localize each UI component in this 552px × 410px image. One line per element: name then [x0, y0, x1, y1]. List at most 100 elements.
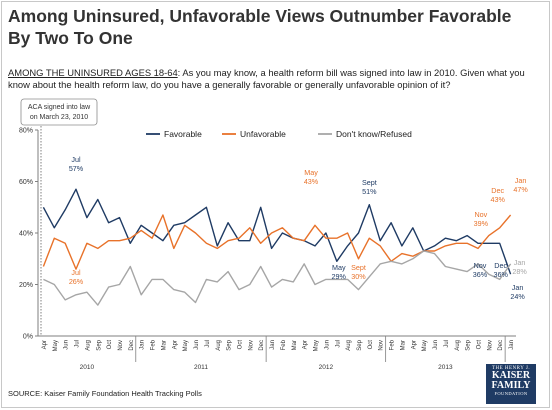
annotation-month: Jul — [71, 155, 81, 164]
x-tick-label: Nov — [248, 340, 254, 351]
x-tick-label: Sep — [466, 339, 472, 350]
legend-label: Unfavorable — [240, 129, 286, 139]
x-tick-label: May — [422, 340, 428, 351]
logo-line-2b: FAMILY — [491, 380, 531, 391]
x-tick-label: Oct — [476, 340, 482, 350]
x-tick-label: Dec — [498, 340, 504, 351]
annotation-month: Jul — [71, 268, 81, 277]
x-tick-label: May — [53, 340, 59, 351]
annotation-month: Nov — [474, 210, 487, 219]
x-tick-label: Dec — [259, 340, 265, 351]
aca-callout-line-2: on March 23, 2010 — [30, 114, 88, 121]
series-line-unfavorable — [42, 214, 512, 270]
annotation-value: 57% — [69, 164, 84, 173]
x-tick-label: Aug — [346, 340, 352, 351]
annotation-value: 39% — [474, 219, 489, 228]
chart-title: Among Uninsured, Unfavorable Views Outnu… — [8, 6, 512, 48]
y-tick-label: 20% — [19, 282, 33, 289]
annotation-month: Dec — [494, 261, 507, 270]
x-tick-label: Jul — [335, 340, 341, 348]
x-tick-label: Jan — [509, 340, 515, 350]
x-tick-label: May — [314, 340, 320, 351]
x-tick-label: Apr — [42, 340, 48, 349]
series-line-don-t-know-refused — [43, 250, 512, 306]
annotation-value: 47% — [513, 185, 528, 194]
annotation-value: 36% — [494, 270, 509, 279]
x-tick-label: Sep — [96, 339, 102, 350]
annotation-month: Sept — [351, 263, 366, 272]
x-tick-label: Dec — [129, 340, 135, 351]
subtitle-question: : As you may know, a health reform bill … — [8, 67, 525, 90]
x-tick-label: Oct — [237, 340, 243, 350]
logo-line-3: FOUNDATION — [494, 391, 528, 396]
logo-line-2a: KAISER — [491, 370, 531, 381]
y-tick-label: 0% — [23, 334, 33, 341]
x-tick-label: Aug — [216, 340, 222, 351]
source-note: SOURCE: Kaiser Family Foundation Health … — [8, 389, 202, 398]
year-label: 2012 — [319, 364, 334, 371]
chart-subtitle: AMONG THE UNINSURED AGES 18-64: As you m… — [8, 67, 542, 91]
y-tick-label: 40% — [19, 231, 33, 238]
x-tick-label: Mar — [292, 340, 298, 350]
year-label: 2013 — [438, 364, 453, 371]
annotation-month: Nov — [474, 261, 487, 270]
annotation-value: 29% — [332, 272, 347, 281]
x-tick-label: Jun — [194, 340, 200, 350]
x-tick-label: Jul — [444, 340, 450, 348]
x-tick-label: Apr — [303, 340, 309, 349]
x-tick-label: Oct — [107, 340, 113, 350]
annotation-month: Jan — [512, 283, 524, 292]
x-tick-label: Sep — [357, 339, 363, 350]
x-tick-label: Apr — [172, 340, 178, 349]
legend-label: Favorable — [164, 129, 202, 139]
annotation-value: 24% — [510, 292, 525, 301]
x-tick-label: Aug — [455, 340, 461, 351]
aca-callout-line-1: ACA signed into law — [28, 104, 91, 111]
annotation-value: 28% — [512, 267, 527, 276]
annotation-month: May — [304, 168, 318, 177]
annotation-value: 30% — [351, 272, 366, 281]
x-tick-label: Jul — [205, 340, 211, 348]
annotation-month: Jan — [514, 258, 526, 267]
x-tick-label: Feb — [281, 339, 287, 350]
x-tick-label: Oct — [368, 340, 374, 350]
x-tick-label: Apr — [411, 340, 417, 349]
x-tick-label: Jan — [140, 340, 146, 350]
x-tick-label: Feb — [151, 339, 157, 350]
x-tick-label: Jun — [324, 340, 330, 350]
x-tick-label: Mar — [161, 340, 167, 350]
annotation-value: 26% — [69, 277, 84, 286]
x-tick-label: Jun — [64, 340, 70, 350]
x-tick-label: Jan — [270, 340, 276, 350]
annotation-month: Dec — [491, 186, 504, 195]
subtitle-lead: AMONG THE UNINSURED AGES 18-64 — [8, 67, 178, 78]
x-tick-label: Jun — [433, 340, 439, 350]
year-label: 2011 — [194, 364, 208, 371]
x-tick-label: Mar — [400, 340, 406, 350]
x-tick-label: Nov — [379, 340, 385, 351]
series-line-favorable — [42, 188, 512, 275]
x-tick-label: May — [183, 340, 189, 351]
y-tick-label: 60% — [19, 179, 33, 186]
year-label: 2010 — [80, 364, 95, 371]
logo-line-1: THE HENRY J. — [491, 366, 531, 371]
x-tick-label: Nov — [487, 340, 493, 351]
kff-logo: THE HENRY J. KAISER FAMILY FOUNDATION — [486, 364, 536, 404]
annotation-month: May — [332, 263, 346, 272]
annotation-value: 36% — [473, 270, 488, 279]
annotation-value: 43% — [491, 195, 506, 204]
annotation-month: Sept — [362, 178, 377, 187]
x-tick-label: Jul — [75, 340, 81, 348]
x-tick-label: Sep — [227, 339, 233, 350]
x-tick-label: Feb — [390, 339, 396, 350]
annotation-month: Jan — [515, 176, 527, 185]
x-tick-label: Aug — [85, 340, 91, 351]
legend-label: Don't know/Refused — [336, 129, 412, 139]
annotation-value: 43% — [304, 177, 319, 186]
y-tick-label: 80% — [19, 128, 33, 135]
x-tick-label: Nov — [118, 340, 124, 351]
aca-callout-box — [20, 98, 98, 126]
annotation-value: 51% — [362, 187, 377, 196]
